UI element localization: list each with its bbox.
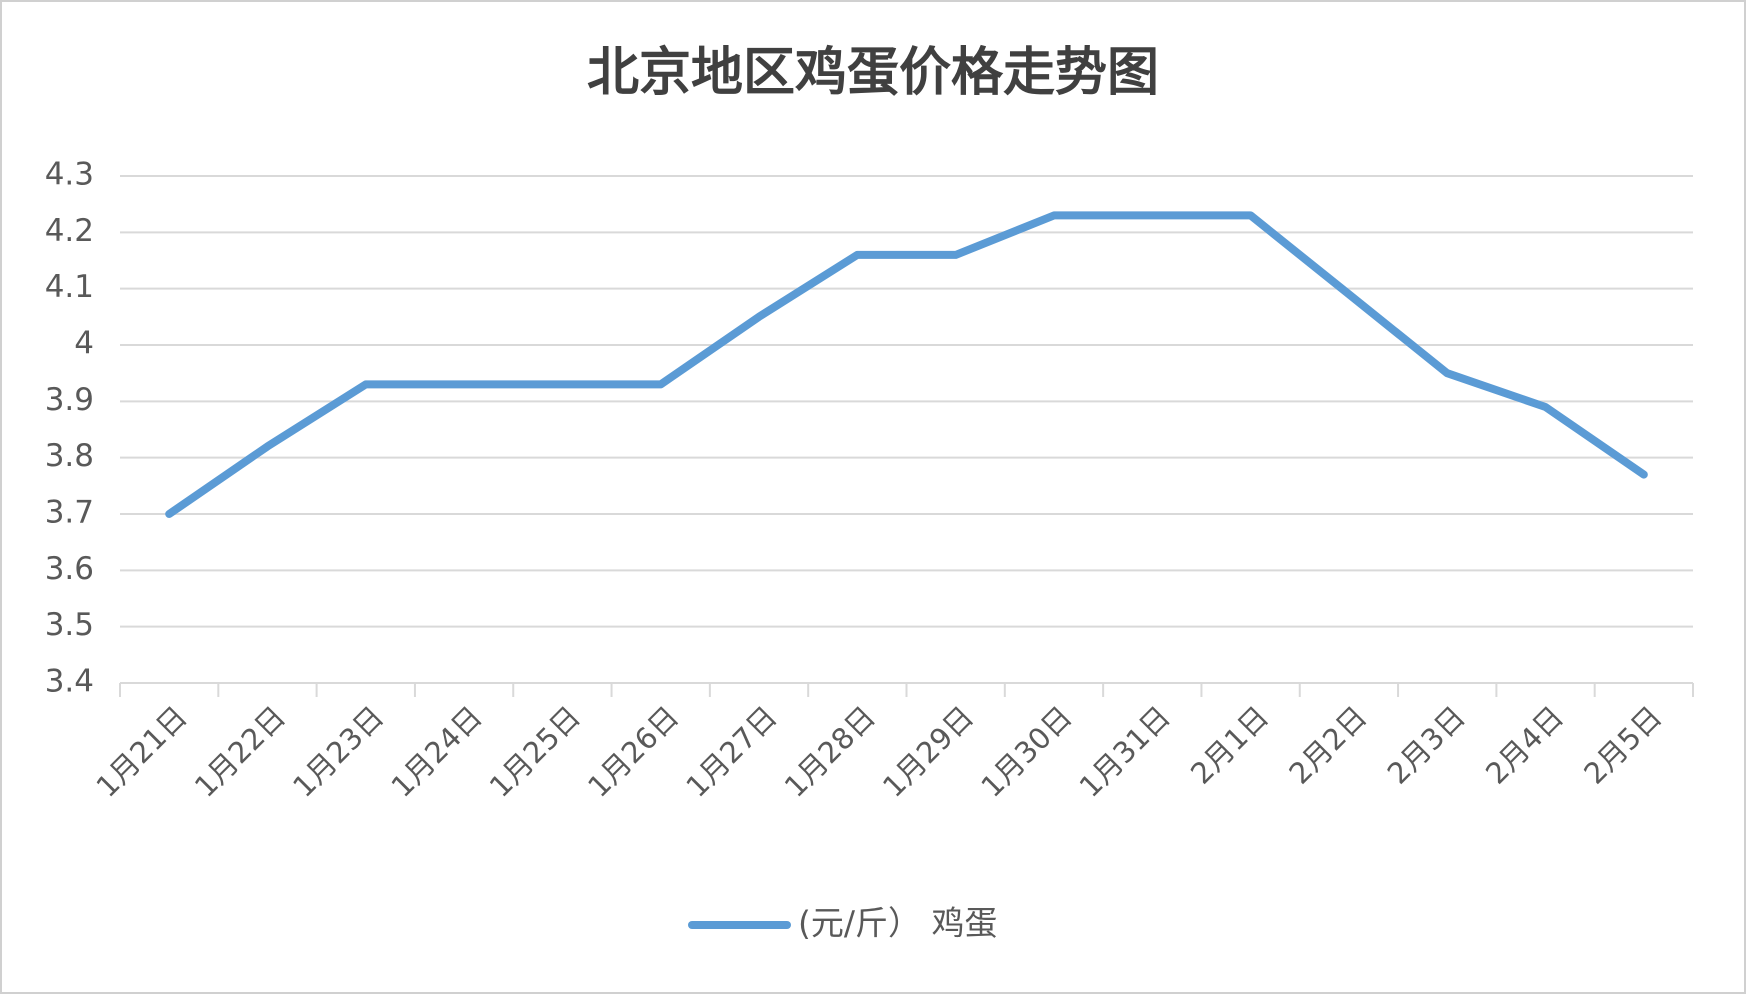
- y-tick-label: 3.5: [45, 607, 94, 643]
- y-tick-label: 4: [74, 326, 94, 362]
- line: [165, 211, 1648, 518]
- y-tick-label: 3.7: [45, 495, 94, 531]
- y-tick-label: 4.1: [45, 269, 94, 305]
- y-tick-label: 4.2: [45, 213, 94, 249]
- y-tick-label: 3.6: [45, 551, 94, 587]
- y-tick-label: 3.9: [45, 382, 94, 418]
- y-tick-label: 4.3: [45, 157, 94, 193]
- legend-label: (元/斤） 鸡蛋: [798, 904, 997, 943]
- chart-title: 北京地区鸡蛋价格走势图: [587, 43, 1159, 103]
- y-tick-label: 3.8: [45, 438, 94, 474]
- y-tick-label: 3.4: [45, 664, 94, 700]
